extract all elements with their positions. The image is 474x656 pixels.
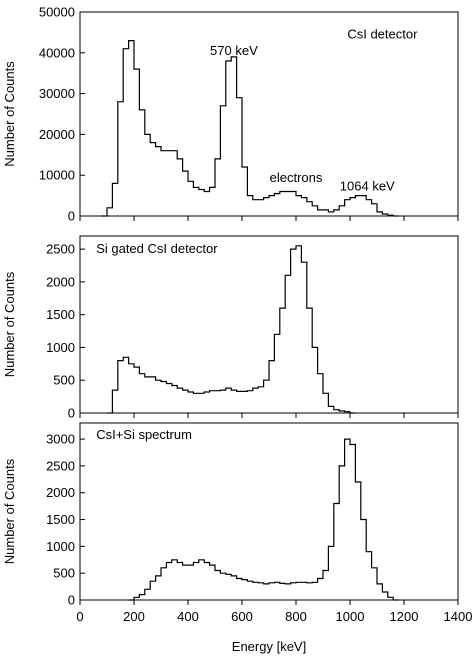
x-tick-label: 200 [123, 609, 145, 624]
y-tick-label: 500 [53, 373, 75, 388]
y-axis-title: Number of Counts [2, 61, 17, 167]
y-tick-label: 40000 [39, 45, 75, 60]
plot-frame [79, 235, 459, 414]
y-tick-label: 0 [68, 209, 75, 224]
x-tick-label: 1400 [444, 609, 473, 624]
annotation-csi-detector: CsI detector [347, 27, 418, 42]
y-axis-title: Number of Counts [2, 271, 17, 377]
annotation-electrons: electrons [270, 170, 323, 185]
annotation-1064-kev: 1064 keV [340, 179, 395, 194]
annotation-si-gated-csi-detector: Si gated CsI detector [96, 241, 218, 256]
x-tick-label: 1000 [336, 609, 365, 624]
y-tick-label: 2500 [46, 458, 75, 473]
y-axis-title: Number of Counts [2, 458, 17, 564]
annotation-570-kev: 570 keV [210, 43, 258, 58]
y-tick-label: 3000 [46, 432, 75, 447]
y-tick-label: 1000 [46, 539, 75, 554]
histogram-series-1 [107, 245, 356, 414]
y-tick-label: 1000 [46, 340, 75, 355]
plot-frame [79, 422, 459, 601]
panel-1: 0 10000 20000 30000 40000 50000 Number of Coun… [2, 5, 459, 224]
x-tick-label: 800 [285, 609, 307, 624]
y-tick-label: 50000 [39, 5, 75, 20]
panel-2: 0 500 1000 1500 2000 2500 Number of Counts Si g… [2, 235, 459, 421]
x-axis-title: Energy [keV] [232, 639, 306, 654]
y-tick-label: 1500 [46, 307, 75, 322]
y-tick-label: 0 [68, 406, 75, 421]
y-tick-label: 20000 [39, 127, 75, 142]
x-tick-label: 1200 [390, 609, 419, 624]
annotation-csi-si-spectrum: CsI+Si spectrum [96, 427, 192, 442]
panel-3: 0 500 1000 1500 2000 2500 3000 0 200 400 600 800 100… [2, 422, 473, 654]
histogram-series-1 [128, 438, 399, 601]
x-tick-label: 0 [76, 609, 83, 624]
plot-frame [79, 11, 459, 217]
y-tick-label: 500 [53, 566, 75, 581]
y-tick-label: 30000 [39, 86, 75, 101]
y-tick-label: 1500 [46, 512, 75, 527]
y-tick-label: 2000 [46, 274, 75, 289]
y-tick-label: 2000 [46, 485, 75, 500]
x-tick-label: 600 [231, 609, 253, 624]
y-tick-label: 2500 [46, 242, 75, 257]
histogram-series-1 [101, 40, 399, 217]
y-tick-label: 0 [68, 593, 75, 608]
y-tick-label: 10000 [39, 168, 75, 183]
x-tick-label: 400 [177, 609, 199, 624]
